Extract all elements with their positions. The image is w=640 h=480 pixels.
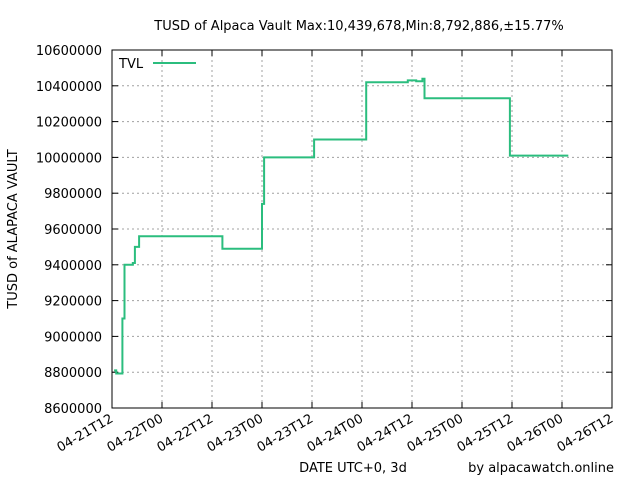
x-tick-label: 04-23T00: [205, 411, 266, 455]
series-line-tvl: [114, 77, 569, 375]
x-tick-label: 04-26T12: [555, 411, 616, 455]
plot-frame: [111, 49, 613, 409]
y-axis-label: TUSD of ALAPACA VAULT: [6, 149, 21, 310]
x-tick-label: 04-22T12: [155, 411, 216, 455]
y-tick-label: 10400000: [36, 80, 102, 95]
y-tick-label: 9600000: [44, 223, 102, 238]
x-tick-label: 04-23T12: [255, 411, 316, 455]
x-tick-label: 04-24T00: [305, 411, 366, 455]
y-tick-label: 10200000: [36, 116, 102, 131]
x-axis-label: DATE UTC+0, 3d: [299, 461, 407, 476]
y-tick-label: 8600000: [44, 402, 102, 417]
x-tick-label: 04-22T00: [105, 411, 166, 455]
x-tick-label: 04-21T12: [55, 411, 116, 455]
x-tick-label: 04-24T12: [355, 411, 416, 455]
series-layer: [114, 77, 569, 375]
x-tick-label: 04-25T00: [405, 411, 466, 455]
grid: [112, 50, 612, 408]
y-tick-label: 9000000: [44, 330, 102, 345]
y-tick-label: 8800000: [44, 366, 102, 381]
y-tick-label: 10600000: [36, 44, 102, 59]
legend-label: TVL: [118, 57, 144, 72]
credit-label: by alpacawatch.online: [468, 461, 614, 476]
y-tick-label: 9400000: [44, 259, 102, 274]
x-tick-label: 04-26T00: [505, 411, 566, 455]
y-tick-label: 9800000: [44, 187, 102, 202]
legend: TVL: [118, 57, 196, 72]
y-tick-label: 10000000: [36, 151, 102, 166]
x-tick-label: 04-25T12: [455, 411, 516, 455]
axes: 8600000 8800000 9000000 9200000 9400000 96000…: [36, 44, 616, 456]
chart-title: TUSD of Alpaca Vault Max:10,439,678,Min:…: [153, 19, 563, 34]
y-tick-label: 9200000: [44, 295, 102, 310]
